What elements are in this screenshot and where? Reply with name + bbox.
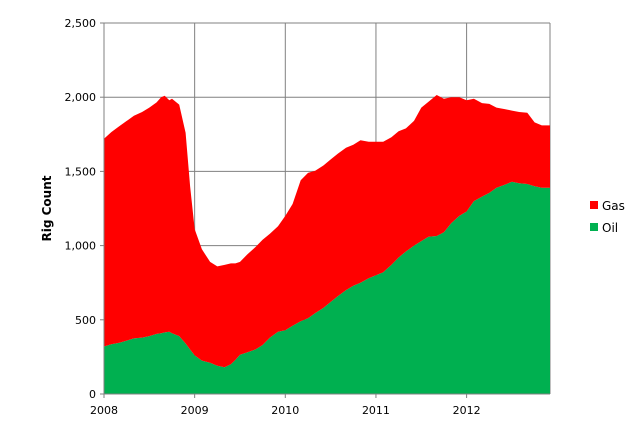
legend-label-oil: Oil xyxy=(602,221,618,235)
y-tick-label: 0 xyxy=(89,388,96,401)
stacked-areas xyxy=(104,95,550,394)
y-tick-label: 1,500 xyxy=(65,165,97,178)
axes: 0 500 1,000 1,500 2,000 2,500 2008 2009 2010 2011… xyxy=(65,17,550,417)
y-tick-label: 1,000 xyxy=(65,240,97,253)
y-tick-label: 2,500 xyxy=(65,17,97,30)
legend-swatch-gas xyxy=(590,201,598,209)
y-tick-label: 500 xyxy=(75,314,96,327)
area-oil xyxy=(104,181,550,394)
x-tick-label: 2010 xyxy=(271,404,299,417)
legend-swatch-oil xyxy=(590,223,598,231)
x-tick-label: 2008 xyxy=(90,404,118,417)
x-tick-label: 2009 xyxy=(181,404,209,417)
x-tick-label: 2012 xyxy=(453,404,481,417)
y-axis-title: Rig Count xyxy=(40,175,54,241)
x-tick-label: 2011 xyxy=(362,404,390,417)
legend: Gas Oil xyxy=(590,199,625,235)
y-tick-label: 2,000 xyxy=(65,91,97,104)
area-gas xyxy=(104,95,550,368)
legend-label-gas: Gas xyxy=(602,199,625,213)
